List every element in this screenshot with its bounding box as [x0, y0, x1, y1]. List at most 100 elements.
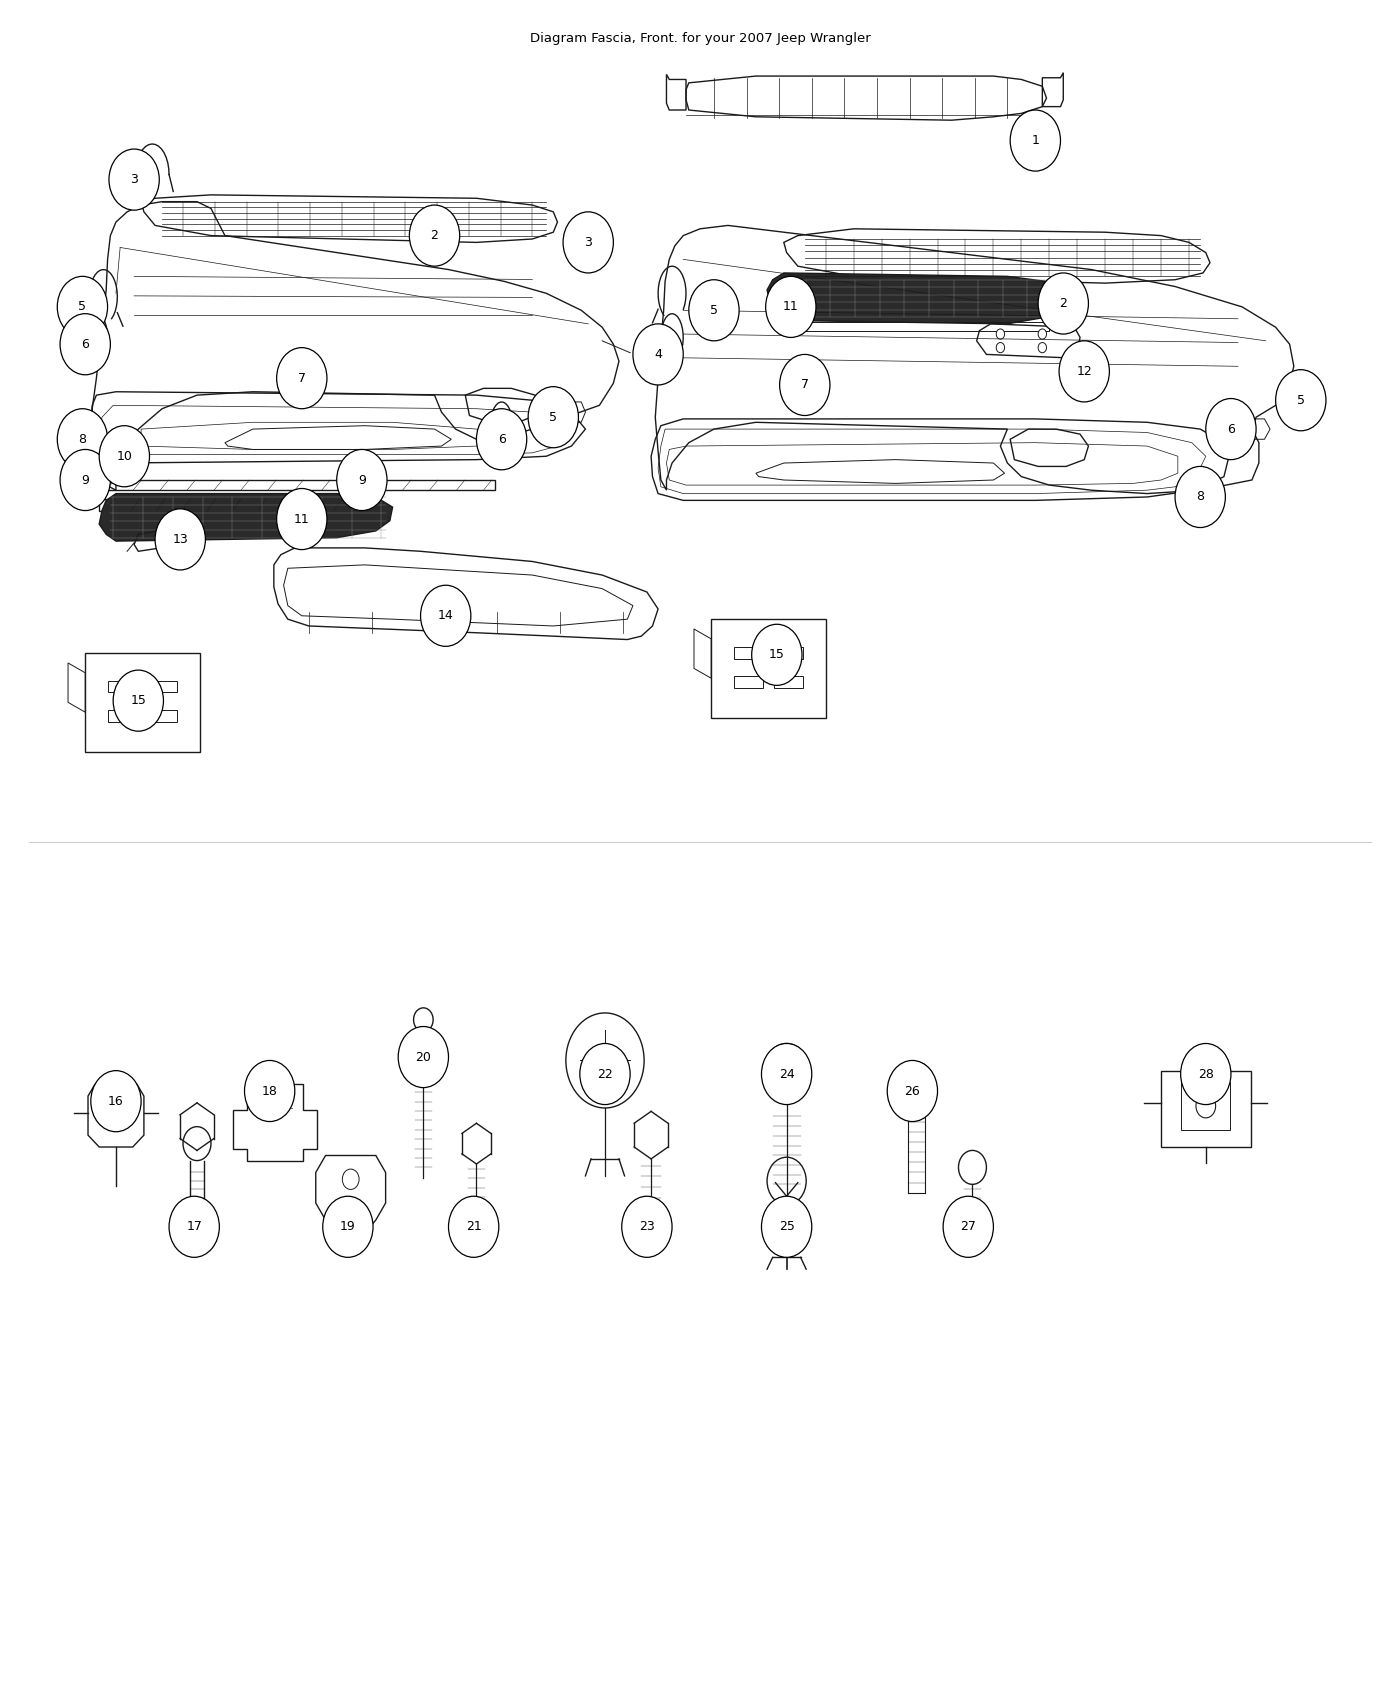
Circle shape	[343, 1170, 358, 1190]
Circle shape	[60, 449, 111, 510]
Bar	[97, 479, 494, 490]
Circle shape	[1205, 398, 1256, 459]
Circle shape	[566, 1013, 644, 1108]
Text: 25: 25	[778, 1221, 795, 1232]
Text: 11: 11	[783, 301, 798, 313]
Bar	[148, 680, 176, 692]
Text: 1: 1	[1032, 134, 1039, 148]
Circle shape	[323, 1197, 372, 1258]
Circle shape	[1275, 369, 1326, 430]
Bar	[1182, 1081, 1231, 1130]
Circle shape	[91, 1071, 141, 1132]
Text: 6: 6	[81, 338, 90, 350]
Text: 13: 13	[172, 532, 188, 546]
Bar	[581, 236, 606, 253]
Text: 7: 7	[801, 379, 809, 391]
Circle shape	[169, 1197, 220, 1258]
Bar	[781, 323, 1050, 330]
Circle shape	[563, 212, 613, 274]
Text: 12: 12	[1077, 366, 1092, 377]
Circle shape	[1196, 1095, 1215, 1119]
Text: 10: 10	[116, 450, 132, 462]
Bar	[108, 711, 137, 722]
Circle shape	[57, 408, 108, 469]
Circle shape	[944, 1197, 994, 1258]
Circle shape	[689, 280, 739, 340]
Bar	[1161, 1071, 1250, 1148]
Text: 27: 27	[960, 1221, 976, 1232]
Circle shape	[1175, 466, 1225, 527]
Text: 21: 21	[466, 1221, 482, 1232]
Circle shape	[57, 277, 108, 337]
Text: 5: 5	[549, 411, 557, 423]
Circle shape	[113, 670, 164, 731]
Text: 5: 5	[710, 304, 718, 316]
Text: 11: 11	[294, 512, 309, 525]
Circle shape	[900, 1062, 934, 1103]
Circle shape	[1039, 274, 1088, 333]
Polygon shape	[767, 274, 1063, 325]
Circle shape	[398, 1027, 448, 1088]
Circle shape	[959, 1151, 987, 1185]
Circle shape	[277, 347, 328, 408]
Text: 6: 6	[497, 434, 505, 445]
Text: 9: 9	[358, 474, 365, 486]
Circle shape	[766, 277, 816, 337]
Circle shape	[580, 1044, 630, 1105]
Text: 18: 18	[262, 1085, 277, 1098]
Bar	[711, 619, 826, 717]
Circle shape	[60, 314, 111, 374]
Circle shape	[1180, 1044, 1231, 1105]
Bar	[85, 653, 200, 751]
Text: 14: 14	[438, 609, 454, 622]
Bar	[774, 646, 802, 658]
Bar	[148, 711, 176, 722]
Text: 5: 5	[78, 301, 87, 313]
Circle shape	[109, 150, 160, 211]
Circle shape	[762, 1197, 812, 1258]
Circle shape	[337, 449, 386, 510]
Bar	[99, 498, 344, 510]
Circle shape	[780, 354, 830, 415]
Circle shape	[1011, 110, 1060, 172]
Text: 15: 15	[769, 648, 785, 661]
Text: 9: 9	[81, 474, 90, 486]
Circle shape	[888, 1061, 938, 1122]
Text: 26: 26	[904, 1085, 920, 1098]
Text: 15: 15	[130, 694, 146, 707]
Circle shape	[476, 408, 526, 469]
Circle shape	[1058, 340, 1109, 401]
Text: 23: 23	[638, 1221, 655, 1232]
Text: 2: 2	[1060, 298, 1067, 309]
Circle shape	[1039, 342, 1047, 352]
Text: Diagram Fascia, Front. for your 2007 Jeep Wrangler: Diagram Fascia, Front. for your 2007 Jee…	[529, 32, 871, 44]
Circle shape	[762, 1044, 812, 1105]
Text: 17: 17	[186, 1221, 202, 1232]
Bar	[734, 646, 763, 658]
Text: 6: 6	[1226, 423, 1235, 435]
Text: 4: 4	[654, 348, 662, 360]
Circle shape	[528, 386, 578, 447]
Text: 8: 8	[1196, 491, 1204, 503]
Circle shape	[633, 325, 683, 384]
Circle shape	[245, 1061, 295, 1122]
Text: 3: 3	[130, 173, 139, 185]
Circle shape	[294, 364, 311, 384]
Circle shape	[448, 1197, 498, 1258]
Text: 24: 24	[778, 1068, 795, 1081]
Circle shape	[997, 342, 1005, 352]
Text: 2: 2	[431, 230, 438, 241]
Text: 5: 5	[1296, 394, 1305, 406]
Bar	[774, 677, 802, 688]
Circle shape	[183, 1127, 211, 1161]
Text: 3: 3	[584, 236, 592, 248]
Circle shape	[409, 206, 459, 267]
Circle shape	[277, 488, 328, 549]
Circle shape	[622, 1197, 672, 1258]
Polygon shape	[99, 493, 392, 541]
Bar	[734, 677, 763, 688]
Circle shape	[413, 1008, 433, 1032]
Text: 28: 28	[1198, 1068, 1214, 1081]
Circle shape	[764, 1044, 809, 1098]
Circle shape	[420, 585, 470, 646]
